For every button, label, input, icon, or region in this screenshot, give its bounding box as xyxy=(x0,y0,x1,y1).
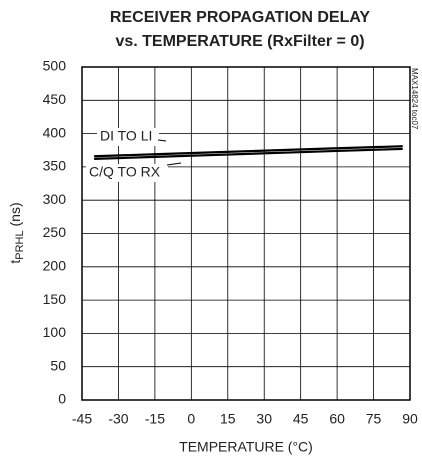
x-tick-label: -30 xyxy=(108,411,128,427)
y-tick-label: 250 xyxy=(43,224,67,240)
y-tick-label: 200 xyxy=(43,258,67,274)
leader xyxy=(166,162,182,166)
x-tick-label: 75 xyxy=(366,411,382,427)
chart-title: vs. TEMPERATURE (RxFilter = 0) xyxy=(115,33,364,50)
y-axis-label: tPRHL (ns) xyxy=(7,202,26,263)
chart-title: RECEIVER PROPAGATION DELAY xyxy=(110,9,371,26)
y-axis-label-sub: PRHL xyxy=(14,230,26,259)
y-tick-label: 0 xyxy=(58,391,66,407)
series-label: C/Q TO RX xyxy=(89,164,161,180)
label-bg xyxy=(86,164,168,182)
x-tick-label: 60 xyxy=(329,411,345,427)
x-tick-label: -45 xyxy=(72,411,92,427)
x-tick-label: 30 xyxy=(256,411,272,427)
x-tick-label: -15 xyxy=(145,411,165,427)
y-tick-label: 450 xyxy=(43,91,67,107)
y-tick-label: 150 xyxy=(43,291,67,307)
y-tick-label: 350 xyxy=(43,158,67,174)
series-line xyxy=(94,145,403,158)
y-tick-label: 400 xyxy=(43,124,67,140)
label-bg xyxy=(97,128,159,146)
note: MAX14824 toc07 xyxy=(410,68,419,130)
y-axis-label-part: (ns) xyxy=(7,202,23,230)
x-tick-label: 45 xyxy=(293,411,309,427)
series-label: DI TO LI xyxy=(100,128,152,144)
leader xyxy=(157,139,167,142)
x-tick-label: 0 xyxy=(187,411,195,427)
x-tick-label: 15 xyxy=(220,411,236,427)
y-tick-label: 50 xyxy=(50,357,66,373)
y-tick-label: 100 xyxy=(43,324,67,340)
y-tick-label: 300 xyxy=(43,191,67,207)
y-tick-label: 500 xyxy=(43,58,67,74)
x-axis-label: TEMPERATURE (°C) xyxy=(179,439,313,455)
plot-frame xyxy=(81,66,411,401)
series-line xyxy=(94,147,403,161)
y-axis-label-part: t xyxy=(7,260,23,264)
x-tick-label: 90 xyxy=(402,411,418,427)
